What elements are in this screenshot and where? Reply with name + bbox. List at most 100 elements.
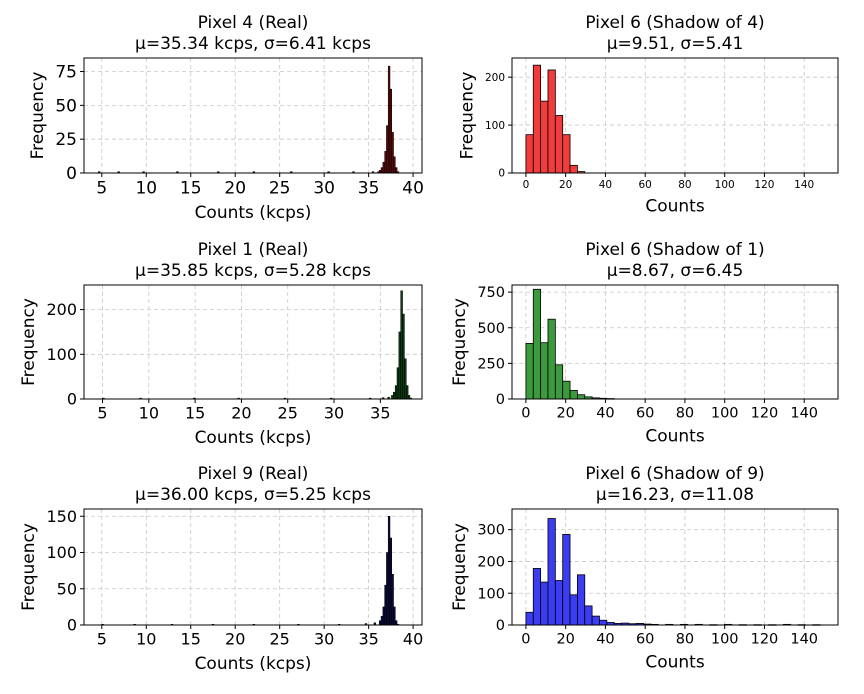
axes-frame: [511, 284, 839, 400]
x-tick-label: 80: [676, 631, 694, 647]
x-axis-label: Counts (kcps): [195, 654, 312, 674]
chart-subtitle: μ=9.51, σ=5.41: [607, 34, 744, 54]
histogram-bar: [525, 343, 534, 400]
histogram-bar: [395, 620, 398, 626]
y-tick-label: 50: [57, 579, 77, 598]
histogram-bar: [525, 611, 534, 626]
histogram-bar: [387, 65, 391, 174]
histogram-bar: [599, 619, 608, 626]
y-tick-label: 100: [46, 345, 77, 364]
x-tick-label: 5: [97, 404, 107, 423]
x-tick-label: 10: [136, 630, 156, 649]
histogram-bar: [525, 134, 534, 174]
histogram-bar: [384, 584, 387, 626]
histogram-bar: [562, 380, 571, 400]
chart-subtitle: μ=36.00 kcps, σ=5.25 kcps: [135, 485, 371, 505]
histogram-bar: [584, 605, 593, 626]
histogram-bar: [547, 318, 556, 400]
chart-title: Pixel 6 (Shadow of 1): [585, 240, 764, 260]
y-axis-label: Frequency: [28, 72, 48, 160]
histogram-bar: [562, 534, 571, 626]
histogram-bar: [569, 594, 578, 626]
histogram-bar: [391, 395, 394, 400]
y-tick-label: 0: [66, 164, 77, 184]
chart-subtitle: μ=16.23, σ=11.08: [596, 485, 754, 505]
y-tick-label: 250: [477, 356, 505, 372]
y-tick-label: 100: [477, 586, 505, 602]
y-tick-label: 200: [477, 555, 505, 571]
x-tick-label: 40: [402, 178, 424, 198]
histogram-panel-2: 0 20 40 60 80 100 120 140 0 100 200 Pixel 6 (Shadow…: [457, 13, 839, 217]
y-tick-label: 500: [477, 321, 505, 337]
histogram-bar: [396, 367, 400, 400]
x-tick-label: 0: [521, 405, 530, 421]
x-axis-label: Counts: [645, 197, 704, 217]
y-tick-label: 50: [55, 96, 77, 116]
chart-subtitle: μ=35.85 kcps, σ=5.28 kcps: [135, 261, 371, 281]
x-tick-label: 15: [185, 404, 205, 423]
histogram-panel-4: 0 20 40 60 80 100 120 140 0 250 500 750 Pixel 6 (Sha…: [450, 240, 839, 447]
x-tick-label: 30: [324, 404, 344, 423]
histogram-bar: [407, 395, 411, 400]
histogram-bar: [393, 156, 396, 174]
y-tick-label: 150: [46, 507, 77, 526]
x-tick-label: 100: [711, 631, 739, 647]
x-tick-label: 40: [403, 630, 423, 649]
histogram-bar: [562, 134, 571, 174]
x-tick-label: 5: [97, 630, 107, 649]
x-tick-label: 40: [599, 179, 612, 191]
histogram-panel-3: 5 10 15 20 25 30 35 0 100 200 Pixel 1 (Real)μ=35.8…: [19, 240, 423, 448]
x-tick-label: 100: [711, 405, 739, 421]
x-tick-label: 30: [313, 178, 335, 198]
histogram-bar: [540, 342, 549, 400]
histogram-bar: [591, 615, 600, 626]
y-tick-label: 100: [46, 543, 77, 562]
x-tick-label: 20: [559, 179, 572, 191]
histogram-bar: [394, 385, 398, 400]
y-tick-label: 0: [67, 616, 77, 635]
histogram-bar: [532, 568, 542, 626]
histogram-bar: [387, 516, 391, 626]
histogram-bar: [384, 151, 387, 174]
chart-title: Pixel 1 (Real): [198, 240, 309, 260]
histogram-bar: [554, 580, 564, 626]
histogram-bar: [540, 581, 549, 626]
histogram-bar: [547, 69, 556, 174]
x-tick-label: 60: [636, 631, 654, 647]
histogram-bar: [379, 620, 382, 626]
x-tick-label: 5: [96, 178, 107, 198]
histogram-bar: [395, 167, 398, 174]
x-tick-label: 30: [314, 630, 334, 649]
y-tick-label: 75: [55, 62, 77, 82]
x-tick-label: 25: [278, 404, 298, 423]
y-axis-label: Frequency: [450, 298, 470, 386]
axes-frame: [83, 284, 423, 400]
x-tick-label: 20: [556, 405, 574, 421]
x-tick-label: 35: [358, 178, 380, 198]
x-tick-label: 0: [523, 179, 530, 191]
x-tick-label: 120: [751, 405, 779, 421]
chart-subtitle: μ=8.67, σ=6.45: [607, 261, 744, 281]
histogram-bar: [380, 616, 384, 626]
x-tick-label: 10: [139, 404, 159, 423]
histogram-bar: [406, 385, 409, 400]
histogram-bar: [386, 125, 389, 174]
x-tick-label: 25: [269, 178, 291, 198]
y-axis-label: Frequency: [19, 523, 39, 611]
histogram-bar: [402, 313, 405, 400]
x-tick-label: 25: [270, 630, 290, 649]
x-tick-label: 120: [754, 179, 774, 191]
x-tick-label: 140: [790, 405, 818, 421]
x-tick-label: 120: [751, 631, 779, 647]
histogram-bar: [398, 331, 401, 400]
x-tick-label: 80: [676, 405, 694, 421]
histogram-bar: [576, 394, 586, 400]
y-tick-label: 25: [55, 130, 77, 150]
histogram-bar: [569, 390, 578, 400]
x-tick-label: 35: [358, 630, 378, 649]
x-tick-label: 0: [521, 631, 530, 647]
chart-title: Pixel 9 (Real): [198, 464, 309, 484]
histogram-panel-5: 5 10 15 20 25 30 35 40 0 50 100 150 Pixel 9 (Real)μ=…: [19, 464, 423, 674]
